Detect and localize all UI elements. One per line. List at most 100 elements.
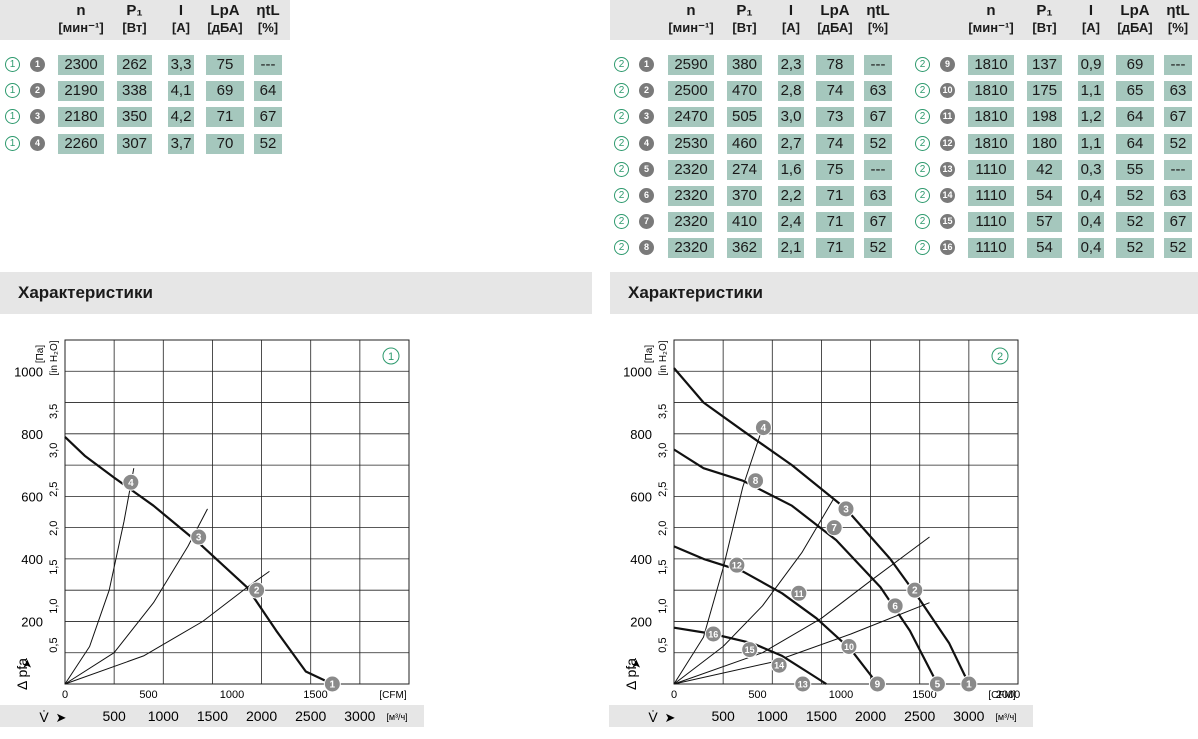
column-unit: [Вт]	[122, 20, 147, 35]
table-cell: 2320	[668, 238, 714, 259]
table-cell: 1810	[968, 133, 1014, 154]
operating-point	[122, 473, 140, 491]
table-cell: 64	[1116, 107, 1154, 128]
system-curve	[673, 602, 930, 685]
curve-marker: 1	[5, 83, 20, 99]
table-cell: 1110	[968, 238, 1014, 259]
curve-marker: 2	[614, 161, 629, 177]
chart-badge	[382, 347, 400, 365]
x-cfm-tick-label: 500	[139, 689, 157, 701]
x-axis-band	[609, 705, 1033, 727]
y2-tick-label: 0,5	[657, 637, 669, 652]
x-unit-label: [м³/ч]	[386, 712, 407, 722]
table-cell: 2,7	[778, 133, 804, 154]
x-tick-label: 2500	[295, 708, 326, 724]
operating-point-label: 12	[732, 561, 742, 571]
column-symbol: P₁	[126, 2, 143, 19]
table-cell: 54	[1027, 238, 1062, 259]
column-symbol: I	[178, 2, 184, 19]
operating-point	[928, 675, 946, 693]
operating-point-label: 11	[794, 589, 804, 599]
plot-area	[64, 339, 410, 685]
table-cell: 1810	[968, 55, 1014, 75]
column-symbol: n	[76, 2, 86, 19]
operating-point-label: 1	[966, 680, 972, 691]
operating-point-label: 2	[254, 586, 260, 597]
table-cell: 52	[1116, 238, 1154, 259]
column-header: LpA [дБА]	[1116, 2, 1154, 36]
operating-point	[790, 584, 808, 602]
operating-point	[906, 581, 924, 599]
table-cell: 63	[1164, 186, 1192, 206]
table-cell: 180	[1027, 133, 1062, 154]
x-cfm-tick-label: 0	[671, 689, 677, 701]
table-cell: 0,4	[1078, 212, 1104, 233]
table-cell: 2500	[668, 81, 714, 102]
table-cell: 63	[864, 186, 892, 206]
curve-marker: 2	[614, 135, 629, 151]
table-cell: 69	[1116, 55, 1154, 75]
y-tick-label: 600	[21, 489, 43, 504]
column-unit: [мин⁻¹]	[968, 20, 1014, 35]
operating-point	[960, 675, 978, 693]
operating-point-label: 15	[745, 645, 755, 655]
point-marker: 9	[940, 57, 955, 72]
column-header: P₁ [Вт]	[727, 2, 762, 36]
table-cell: 71	[816, 212, 854, 233]
column-symbol: ηtL	[256, 2, 280, 19]
y2-tick-label: 3,5	[657, 404, 669, 419]
column-unit: [Вт]	[732, 20, 757, 35]
column-symbol: ηtL	[866, 2, 890, 19]
y2-tick-label: 2,0	[657, 521, 669, 536]
y-tick-label: 1000	[623, 364, 652, 379]
system-curve	[64, 570, 270, 685]
table-cell: 2320	[668, 186, 714, 206]
curve-marker: 2	[915, 57, 930, 72]
table-cell: 380	[727, 55, 762, 75]
point-marker: 12	[940, 135, 955, 151]
table-cell: 2190	[58, 81, 104, 102]
y2-tick-label: 1,5	[48, 560, 60, 575]
y2-unit-label: [in H₂O]	[49, 340, 60, 375]
column-unit: [A]	[781, 20, 801, 35]
operating-point	[704, 625, 722, 643]
table-cell: ---	[864, 159, 892, 180]
point-marker: 5	[639, 161, 654, 177]
curve-marker: 2	[915, 240, 930, 256]
curve-marker: 2	[614, 109, 629, 125]
y2-tick-label: 0,5	[48, 637, 60, 652]
table-cell: 52	[864, 133, 892, 154]
curve-marker: 1	[5, 57, 20, 72]
table-cell: 75	[816, 159, 854, 180]
curve-marker: 2	[915, 161, 930, 177]
x-tick-label: 2000	[246, 708, 277, 724]
curve-marker: 2	[915, 109, 930, 125]
table-cell: 362	[727, 238, 762, 259]
operating-point	[825, 519, 843, 537]
y2-unit-label: [in H₂O]	[658, 340, 669, 375]
chart-badge	[991, 347, 1009, 365]
operating-point	[741, 641, 759, 659]
x-tick-label: 1000	[757, 708, 788, 724]
section-header-right: Характеристики	[610, 272, 1198, 314]
table-cell: 2180	[58, 107, 104, 128]
point-marker: 8	[639, 240, 654, 256]
curve-marker: 2	[614, 214, 629, 230]
curve-marker: 2	[915, 135, 930, 151]
x-tick-label: 500	[102, 708, 126, 724]
point-marker: 3	[30, 109, 45, 125]
operating-point-label: 9	[875, 680, 881, 691]
section-title: Характеристики	[628, 283, 763, 302]
x-tick-label: 3000	[953, 708, 984, 724]
point-marker: 1	[639, 57, 654, 72]
point-marker: 14	[940, 188, 955, 203]
table-cell: 71	[816, 186, 854, 206]
table-cell: 2,3	[778, 55, 804, 75]
point-marker: 1	[30, 57, 45, 72]
table-cell: 57	[1027, 212, 1062, 233]
table-cell: 175	[1027, 81, 1062, 102]
table-cell: 1110	[968, 212, 1014, 233]
x-tick-label: 2500	[904, 708, 935, 724]
table-cell: 0,4	[1078, 238, 1104, 259]
